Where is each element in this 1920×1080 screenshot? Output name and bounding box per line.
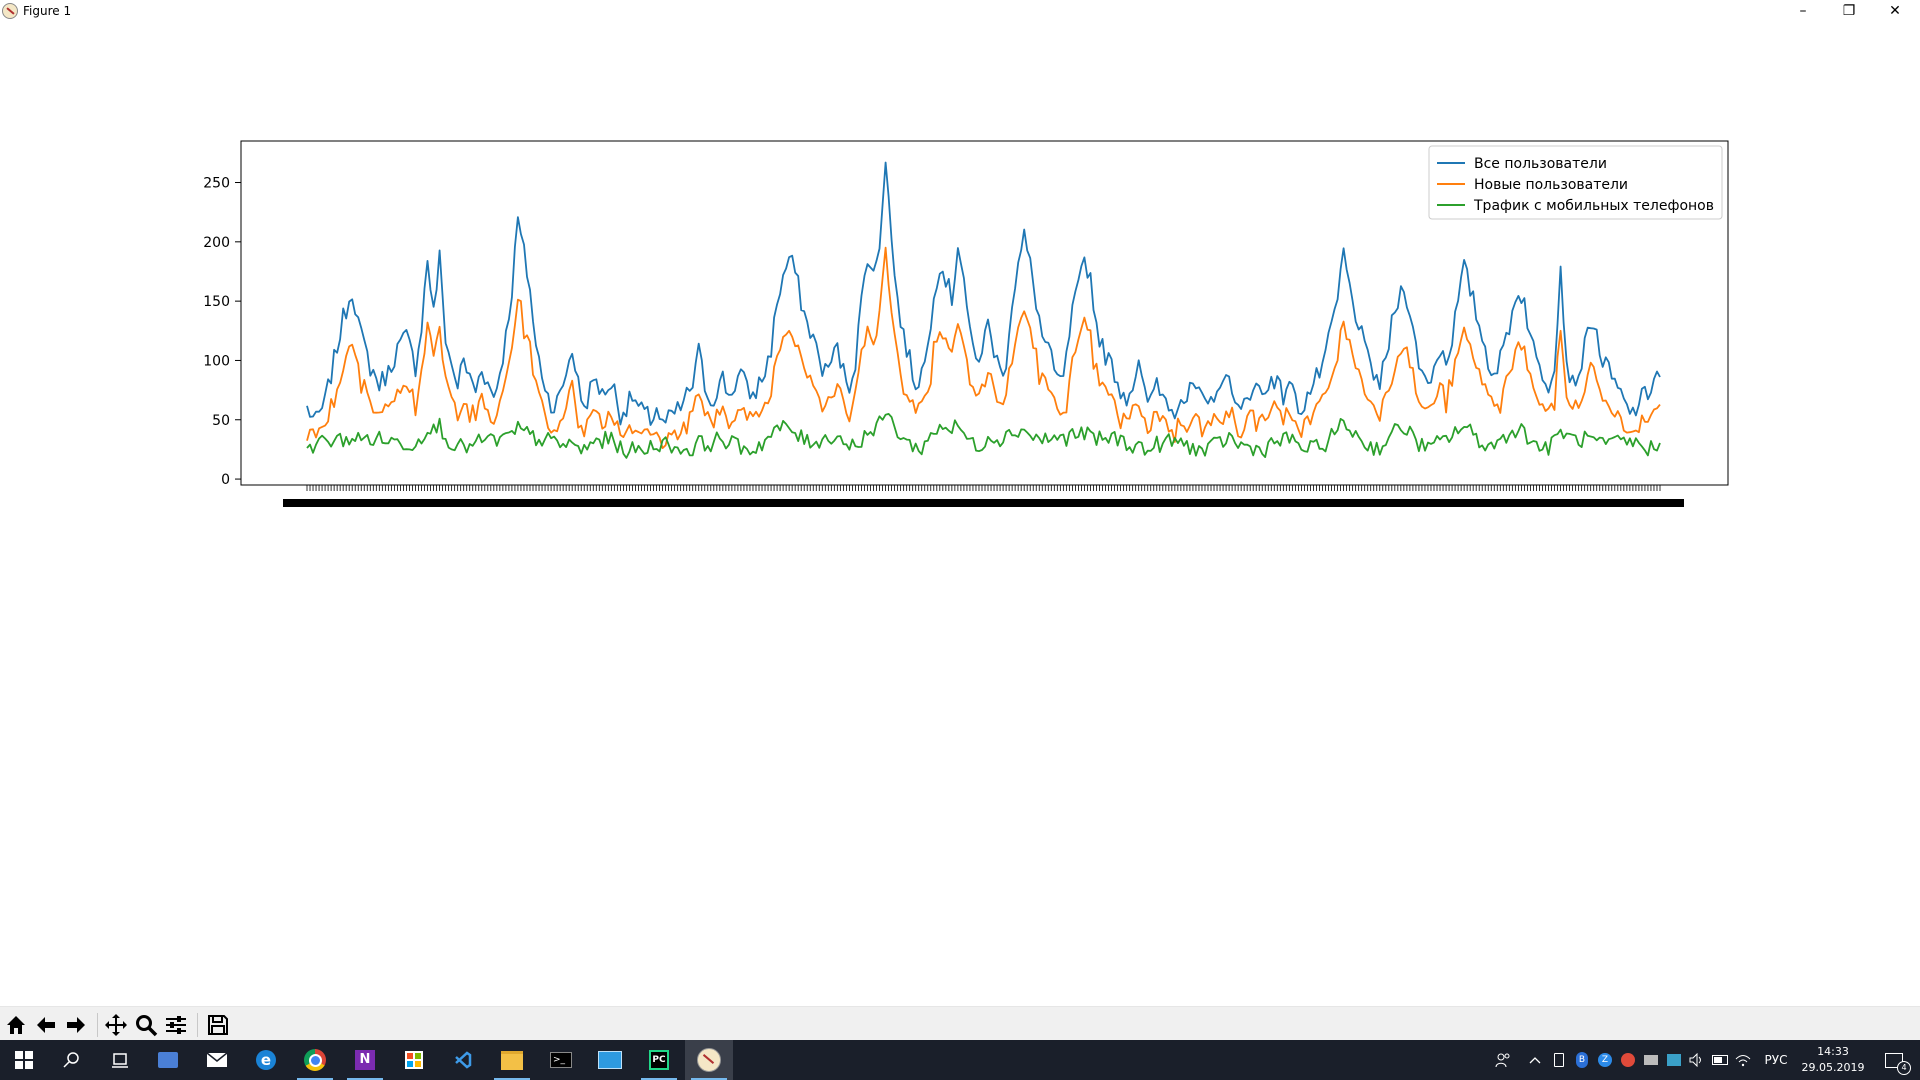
edge-icon[interactable]: e <box>242 1040 290 1080</box>
chrome-tray-icon[interactable] <box>1617 1040 1639 1080</box>
y-tick-label: 200 <box>203 235 230 251</box>
vpn-icon[interactable]: Z <box>1594 1040 1616 1080</box>
usb-icon[interactable] <box>1548 1040 1570 1080</box>
store-icon[interactable] <box>390 1040 438 1080</box>
y-tick-label: 0 <box>221 472 230 488</box>
device-icon[interactable] <box>1640 1040 1662 1080</box>
media-player-icon[interactable] <box>144 1040 192 1080</box>
toolbar-separator <box>97 1013 98 1037</box>
pan-icon[interactable] <box>103 1012 129 1038</box>
terminal-icon[interactable]: >_ <box>537 1040 585 1080</box>
show-hidden-icons-icon[interactable] <box>1524 1040 1546 1080</box>
wifi-icon[interactable] <box>1732 1040 1754 1080</box>
minimize-button[interactable]: – <box>1799 3 1807 19</box>
back-icon[interactable] <box>33 1012 59 1038</box>
system-clock[interactable]: 14:33 29.05.2019 <box>1798 1044 1868 1076</box>
toolbar-separator <box>197 1013 198 1037</box>
figure-canvas[interactable]: 0 50 100 150 200 250 Все пользователи Новые пол… <box>0 24 1920 1006</box>
window-title: Figure 1 <box>23 4 72 18</box>
navigation-toolbar <box>0 1006 1920 1041</box>
pycharm-icon[interactable]: PC <box>635 1040 683 1080</box>
y-tick-label: 100 <box>203 353 230 369</box>
legend <box>1428 145 1723 220</box>
volume-icon[interactable] <box>1686 1040 1708 1080</box>
y-tick-label: 250 <box>203 176 230 192</box>
zoom-icon[interactable] <box>133 1012 159 1038</box>
x-tick-labels-overlap <box>283 499 1684 507</box>
task-view-icon[interactable] <box>96 1040 144 1080</box>
notification-count: 4 <box>1897 1060 1911 1075</box>
line-chart: 0 50 100 150 200 250 Все пользователи Новые пол… <box>203 140 1729 507</box>
series-line-3 <box>306 412 1661 459</box>
search-icon[interactable] <box>48 1040 96 1080</box>
file-explorer-icon[interactable] <box>488 1040 536 1080</box>
chrome-icon[interactable] <box>291 1040 339 1080</box>
photos-icon[interactable] <box>586 1040 634 1080</box>
people-icon[interactable] <box>1490 1040 1516 1080</box>
legend-label: Трафик с мобильных телефонов <box>1473 198 1714 214</box>
y-tick-label: 50 <box>212 413 230 429</box>
onenote-icon[interactable]: N <box>341 1040 389 1080</box>
notifications-icon[interactable]: 4 <box>1874 1040 1914 1080</box>
series-line-1 <box>306 161 1661 426</box>
clock-date: 29.05.2019 <box>1801 1061 1865 1074</box>
forward-icon[interactable] <box>63 1012 89 1038</box>
legend-label: Новые пользователи <box>1474 177 1628 193</box>
home-icon[interactable] <box>3 1012 29 1038</box>
vscode-icon[interactable] <box>439 1040 487 1080</box>
matplotlib-figure-icon[interactable] <box>685 1040 733 1080</box>
windows-start-icon[interactable] <box>0 1040 48 1080</box>
app-tray-icon[interactable] <box>1663 1040 1685 1080</box>
window-title-bar: Figure 1 – ❐ ✕ <box>0 0 1920 24</box>
bluetooth-icon[interactable]: B <box>1571 1040 1593 1080</box>
close-button[interactable]: ✕ <box>1889 3 1901 19</box>
configure-subplots-icon[interactable] <box>163 1012 189 1038</box>
language-indicator[interactable]: РУС <box>1764 1053 1788 1067</box>
clock-time: 14:33 <box>1817 1045 1849 1058</box>
y-tick-label: 150 <box>203 294 230 310</box>
legend-label: Все пользователи <box>1474 156 1607 172</box>
series-line-2 <box>306 246 1661 450</box>
restore-button[interactable]: ❐ <box>1842 3 1856 19</box>
mail-icon[interactable] <box>193 1040 241 1080</box>
battery-icon[interactable] <box>1709 1040 1731 1080</box>
windows-taskbar: e N >_ PC B Z <box>0 1040 1920 1080</box>
matplotlib-app-icon <box>2 3 18 19</box>
save-icon[interactable] <box>205 1012 231 1038</box>
